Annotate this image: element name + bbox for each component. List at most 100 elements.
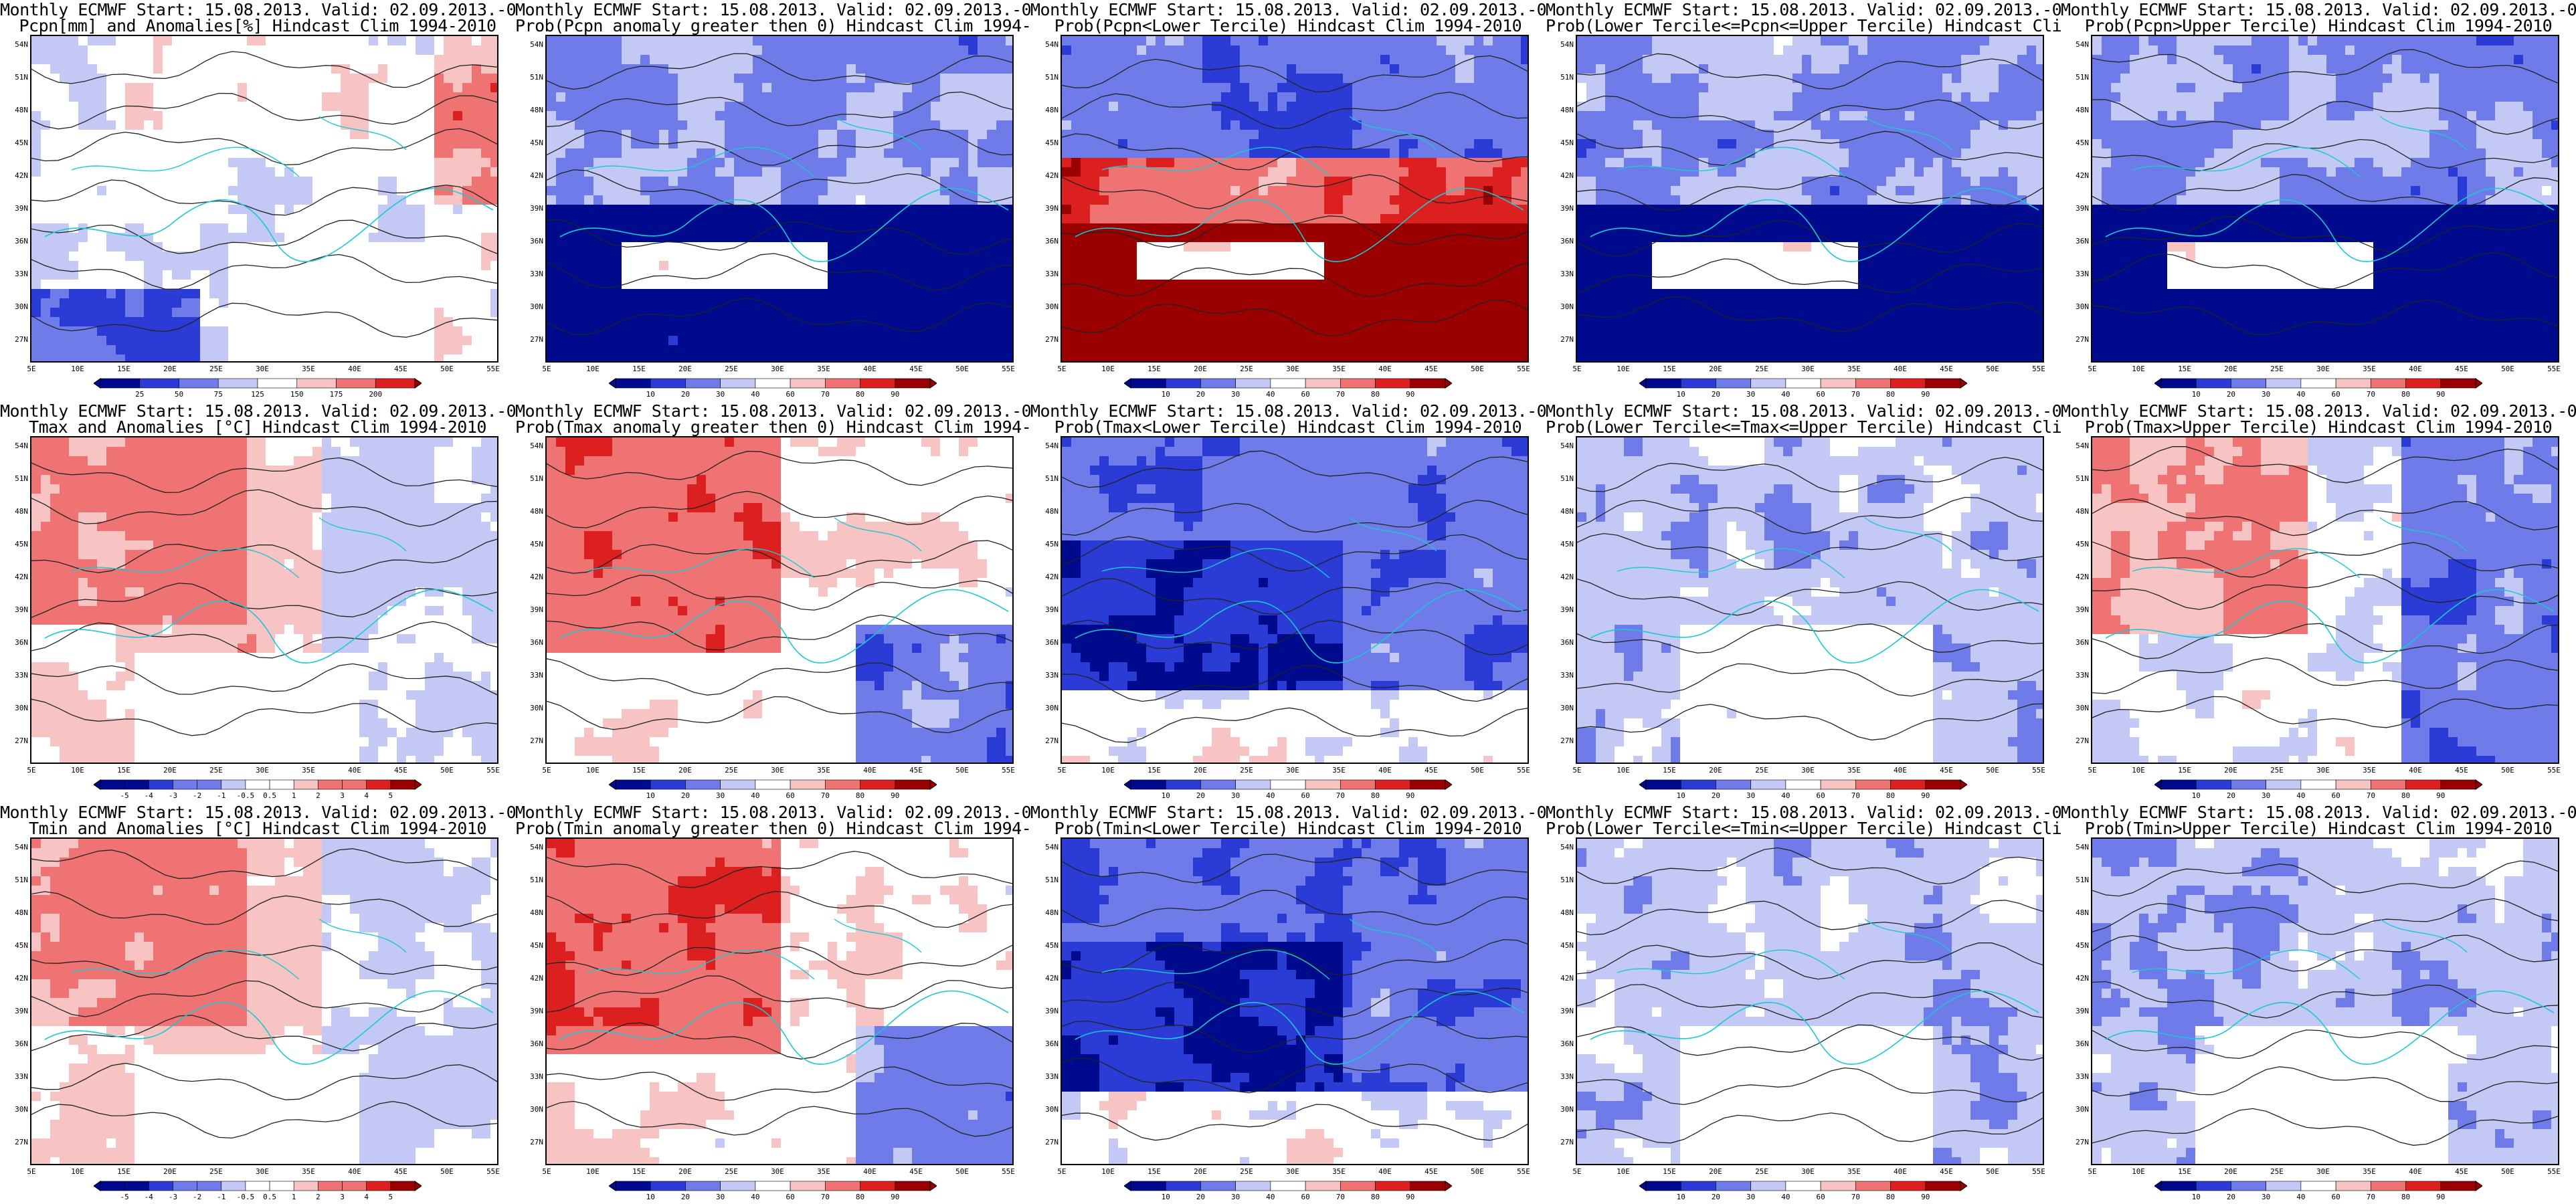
field-cell <box>743 167 753 177</box>
field-cell <box>753 270 763 280</box>
field-cell <box>978 55 988 65</box>
field-cell <box>134 355 145 361</box>
field-cell <box>312 345 323 355</box>
contour-line <box>31 51 497 88</box>
field-cell <box>1315 167 1325 177</box>
field-cell <box>256 205 266 215</box>
field-cell <box>1099 158 1109 168</box>
field-cell <box>1165 83 1175 93</box>
field-cell <box>856 130 866 140</box>
field-cell <box>828 205 838 215</box>
field-cell <box>303 130 313 140</box>
field-cell <box>106 92 116 102</box>
field-cell <box>1184 36 1194 46</box>
field-cell <box>547 120 557 130</box>
field-cell <box>846 83 856 93</box>
field-cell <box>884 158 894 168</box>
field-cell <box>968 64 978 74</box>
field-cell <box>556 92 566 102</box>
field-cell <box>1455 83 1465 93</box>
field-cell <box>378 252 388 262</box>
field-cell <box>1521 261 1528 271</box>
field-cell <box>1324 92 1334 102</box>
field-cell <box>584 345 594 355</box>
field-cell <box>650 102 660 112</box>
field-cell <box>88 308 98 318</box>
field-cell <box>940 102 950 112</box>
field-cell <box>247 195 257 205</box>
field-cell <box>949 317 959 327</box>
field-cell <box>453 36 463 46</box>
field-cell <box>1315 130 1325 140</box>
field-cell <box>640 64 650 74</box>
field-cell <box>1071 148 1081 159</box>
field-cell <box>1259 139 1269 149</box>
field-cell <box>1006 261 1012 271</box>
field-cell <box>865 223 875 233</box>
field-cell <box>294 186 304 196</box>
field-cell <box>809 92 819 102</box>
field-cell <box>106 148 116 159</box>
field-cell <box>1184 177 1194 187</box>
field-cell <box>949 308 959 318</box>
field-cell <box>1315 242 1325 252</box>
field-cell <box>1230 205 1240 215</box>
field-cell <box>790 233 800 243</box>
field-cell <box>153 64 163 74</box>
field-cell <box>1127 83 1137 93</box>
field-cell <box>1474 36 1484 46</box>
field-cell <box>453 345 463 355</box>
field-cell <box>875 233 885 243</box>
field-cell <box>266 242 276 252</box>
field-cell <box>1221 45 1231 56</box>
field-cell <box>940 74 950 84</box>
field-cell <box>1474 167 1484 177</box>
field-cell <box>472 326 482 336</box>
field-cell <box>78 186 88 196</box>
field-cell <box>312 242 323 252</box>
field-cell <box>1455 186 1465 196</box>
field-cell <box>622 289 632 299</box>
field-cell <box>256 130 266 140</box>
field-cell <box>116 326 126 336</box>
field-cell <box>584 195 594 205</box>
field-cell <box>228 45 238 56</box>
field-cell <box>1352 139 1362 149</box>
field-cell <box>959 177 969 187</box>
field-cell <box>1343 64 1353 74</box>
field-cell <box>1333 92 1344 102</box>
field-cell <box>97 111 107 121</box>
field-cell <box>350 345 360 355</box>
field-cell <box>1118 64 1128 74</box>
field-cell <box>1090 261 1100 271</box>
field-cell <box>893 36 903 46</box>
field-cell <box>322 289 332 299</box>
field-cell <box>800 242 810 252</box>
field-cell <box>1071 252 1081 262</box>
field-cell <box>1174 148 1184 159</box>
lon-label: 40E <box>348 365 361 373</box>
field-cell <box>734 177 744 187</box>
field-cell <box>715 148 725 159</box>
field-cell <box>622 83 632 93</box>
field-cell <box>837 214 847 224</box>
field-cell <box>1333 36 1344 46</box>
field-cell <box>31 289 41 299</box>
field-cell <box>97 252 107 262</box>
field-cell <box>88 167 98 177</box>
field-cell <box>191 242 201 252</box>
field-cell <box>921 45 931 56</box>
field-cell <box>556 177 566 187</box>
field-cell <box>743 355 753 361</box>
field-cell <box>921 326 931 336</box>
field-cell <box>359 298 369 308</box>
field-cell <box>97 139 107 149</box>
field-cell <box>444 36 454 46</box>
field-cell <box>856 177 866 187</box>
field-cell <box>631 242 641 252</box>
field-cell <box>818 214 828 224</box>
field-cell <box>968 139 978 149</box>
field-cell <box>1455 102 1465 112</box>
field-cell <box>312 74 323 84</box>
field-cell <box>678 64 688 74</box>
